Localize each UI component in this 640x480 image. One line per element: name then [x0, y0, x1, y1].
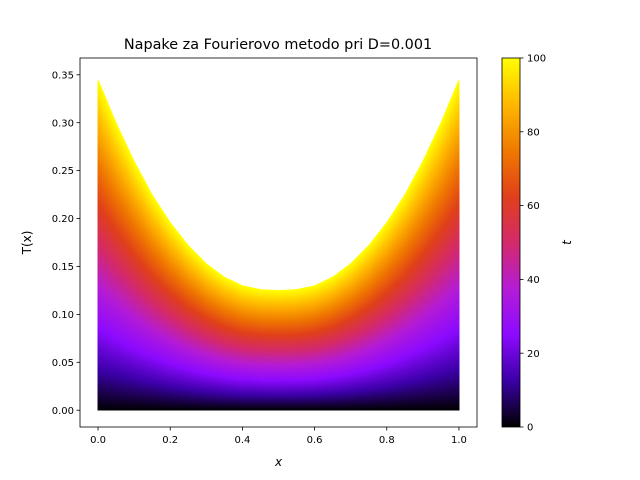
- colorbar-label: t: [560, 239, 574, 245]
- colorbar-tick-label: 20: [527, 349, 540, 360]
- colorbar-tick-label: 60: [527, 201, 540, 212]
- y-tick-label: 0.10: [52, 310, 74, 321]
- colorbar-gradient: [501, 57, 521, 428]
- x-tick-label: 1.0: [451, 435, 467, 446]
- x-tick-label: 0.6: [307, 435, 323, 446]
- y-tick-label: 0.20: [52, 214, 74, 225]
- curve-family: [97, 79, 460, 411]
- x-tick-label: 0.2: [162, 435, 178, 446]
- y-tick-label: 0.00: [52, 406, 74, 417]
- colorbar-tick-label: 0: [527, 423, 533, 434]
- y-tick-label: 0.25: [52, 166, 74, 177]
- x-tick-label: 0.4: [234, 435, 250, 446]
- chart-title: Napake za Fourierovo metodo pri D=0.001: [124, 37, 432, 53]
- y-tick-label: 0.15: [52, 262, 74, 273]
- colorbar-tick-label: 40: [527, 275, 540, 286]
- y-tick-label: 0.35: [52, 70, 74, 81]
- x-tick-label: 0.8: [379, 435, 395, 446]
- plot-area: 0.0 0.2 0.4 0.6 0.8 1.0 0.00 0.05 0.10 0.15 0.20 0.…: [20, 57, 478, 469]
- x-axis-label: x: [274, 455, 283, 469]
- x-tick-label: 0.0: [90, 435, 106, 446]
- y-axis-label: T(x): [20, 231, 34, 256]
- series-line: [97, 407, 460, 411]
- y-tick-label: 0.30: [52, 118, 74, 129]
- colorbar: 0 20 40 60 80 100 t: [501, 54, 574, 434]
- colorbar-tick-label: 100: [527, 54, 546, 65]
- axes-frame: [79, 57, 478, 428]
- colorbar-tick-label: 80: [527, 127, 540, 138]
- y-tick-label: 0.05: [52, 358, 74, 369]
